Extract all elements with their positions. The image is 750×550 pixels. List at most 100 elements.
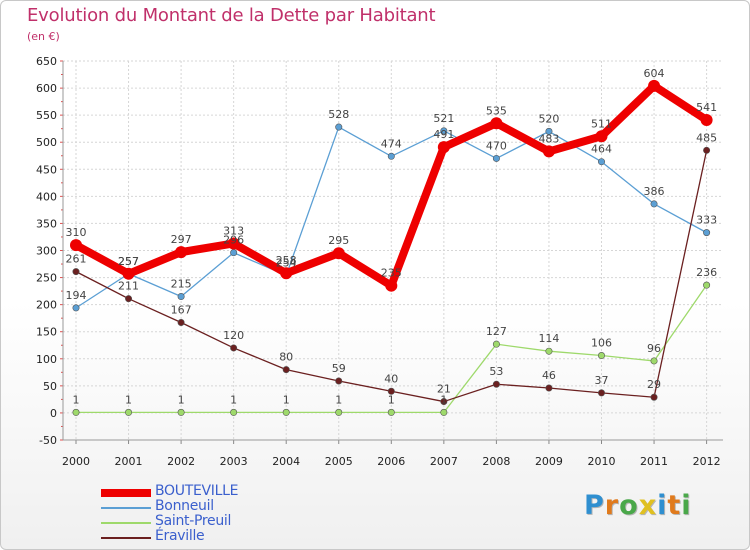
data-point [492,154,500,162]
data-point [648,79,661,92]
data-label: 521 [433,112,454,125]
data-point [492,340,500,348]
x-tick-label: 2005 [325,455,353,468]
data-point [545,384,553,392]
data-point [72,408,80,416]
data-point [175,246,188,259]
data-point [650,393,658,401]
data-label: 106 [591,337,612,350]
data-point [492,380,500,388]
y-tick-label: 450 [36,163,57,176]
data-point [387,387,395,395]
data-point [282,366,290,374]
data-label: 215 [171,278,192,291]
data-label: 236 [696,266,717,279]
legend-swatch [101,489,151,497]
data-label: 96 [647,342,661,355]
proxiti-logo: Proxiti [584,490,692,521]
data-label: 120 [223,329,244,342]
data-point [545,347,553,355]
data-label: 257 [118,255,139,268]
data-point [230,344,238,352]
data-point [280,267,293,280]
data-label: 1 [335,393,342,406]
data-label: 604 [644,67,665,80]
data-label: 167 [171,304,192,317]
data-point [122,267,135,280]
data-label: 297 [171,233,192,246]
data-label: 59 [332,362,346,375]
x-tick-label: 2004 [272,455,300,468]
x-tick-label: 2009 [535,455,563,468]
logo-letter: r [604,490,620,521]
y-tick-label: 550 [36,109,57,122]
data-label: 520 [538,112,559,125]
data-point [72,268,80,276]
y-tick-label: 350 [36,217,57,230]
data-point [440,127,448,135]
data-point [542,145,555,158]
data-point [700,114,713,127]
data-point [703,229,711,237]
data-point [332,247,345,260]
x-tick-label: 2002 [167,455,195,468]
data-point [545,127,553,135]
data-label: 1 [73,393,80,406]
data-label: 257 [118,255,139,268]
x-tick-label: 2008 [482,455,510,468]
data-label: 235 [381,267,402,280]
legend-label: BOUTEVILLE [155,483,239,499]
data-label: 80 [279,351,293,364]
chart-title: Evolution du Montant de la Dette par Hab… [27,5,436,26]
y-tick-label: 200 [36,299,57,312]
data-label: 491 [433,128,454,141]
data-point [597,352,605,360]
logo-letter: x [638,490,658,521]
data-point [177,319,185,327]
data-label: 295 [328,234,349,247]
data-point [387,152,395,160]
y-tick-label: 300 [36,245,57,258]
data-point [335,377,343,385]
data-label: 333 [696,214,717,227]
y-tick-label: 600 [36,82,57,95]
data-point [703,146,711,154]
data-point [597,389,605,397]
y-tick-label: 650 [36,55,57,68]
data-point [440,398,448,406]
y-tick-label: 100 [36,353,57,366]
y-tick-label: 250 [36,272,57,285]
legend-label: Saint-Preuil [155,513,232,529]
y-tick-label: 50 [43,380,57,393]
data-label: 21 [437,383,451,396]
data-point [177,408,185,416]
legend-swatch [101,537,151,539]
data-label: 313 [223,224,244,237]
data-point [385,279,398,292]
data-label: 535 [486,104,507,117]
data-label: 46 [542,369,556,382]
data-point [125,408,133,416]
data-point [282,408,290,416]
data-point [440,408,448,416]
legend-swatch [101,522,151,524]
data-point [230,408,238,416]
data-label: 114 [538,332,559,345]
x-tick-label: 2010 [588,455,616,468]
legend-label: Éraville [155,528,205,544]
data-label: 511 [591,117,612,130]
x-tick-label: 2011 [640,455,668,468]
series-lines [70,79,713,416]
data-label: 211 [118,280,139,293]
axes: -50 0 50 100 150 200 250 300 350 400 450 500 550 600 6… [36,55,723,468]
data-point [595,130,608,143]
data-label: 258 [276,254,297,267]
y-tick-label: -50 [39,434,57,447]
data-label: 37 [595,374,609,387]
logo-letter: i [681,490,692,521]
data-label: 485 [696,131,717,144]
data-point [230,249,238,257]
data-point [227,237,240,250]
